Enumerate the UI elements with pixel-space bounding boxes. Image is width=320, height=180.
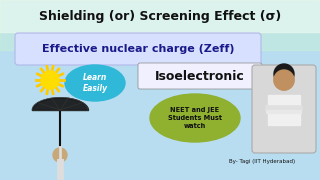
Text: By- Tagi (IIT Hyderabad): By- Tagi (IIT Hyderabad) — [229, 159, 295, 165]
Bar — [268, 95, 300, 125]
Text: Effective nuclear charge (Zeff): Effective nuclear charge (Zeff) — [42, 44, 234, 54]
Circle shape — [41, 71, 59, 89]
Bar — [0, 0, 320, 32]
Text: NEET and JEE
Students Must
watch: NEET and JEE Students Must watch — [168, 107, 222, 129]
Text: Shielding (or) Screening Effect (σ): Shielding (or) Screening Effect (σ) — [39, 10, 281, 22]
Circle shape — [274, 64, 294, 84]
Bar — [0, 0, 320, 50]
FancyBboxPatch shape — [15, 33, 261, 65]
Text: Isoelectronic: Isoelectronic — [155, 69, 245, 82]
Circle shape — [53, 148, 67, 162]
Ellipse shape — [65, 65, 125, 101]
FancyBboxPatch shape — [252, 65, 316, 153]
Circle shape — [274, 70, 294, 90]
FancyBboxPatch shape — [138, 63, 262, 89]
Circle shape — [274, 70, 294, 90]
Text: Learn
Easily: Learn Easily — [83, 73, 108, 93]
Ellipse shape — [150, 94, 240, 142]
